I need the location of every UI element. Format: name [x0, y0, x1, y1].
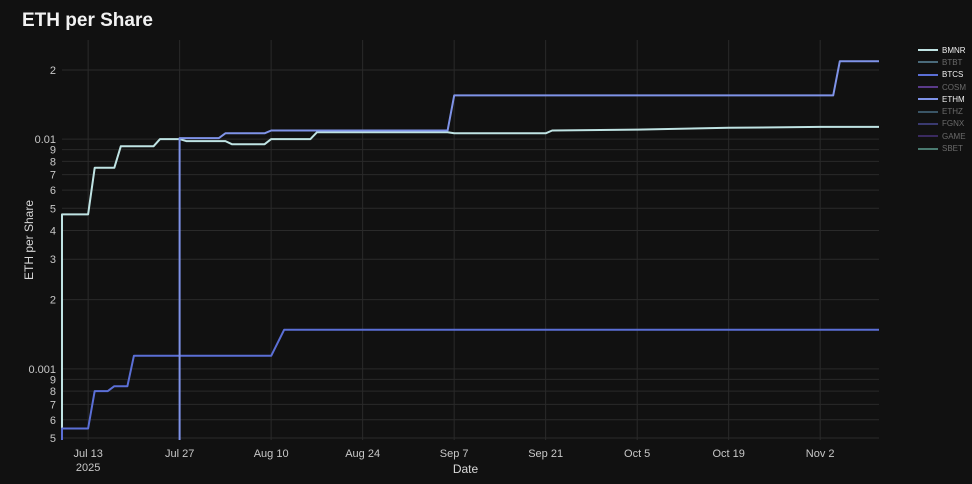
y-tick-label: 8: [50, 386, 56, 398]
legend-label: ETHM: [942, 94, 965, 104]
legend-item-btbt[interactable]: BTBT: [918, 56, 966, 68]
x-axis-label: Date: [453, 462, 479, 476]
legend-label: SBET: [942, 144, 963, 154]
x-tick-label: Oct 19: [712, 448, 744, 460]
legend-swatch: [918, 98, 938, 101]
x-tick-label: Jul 13: [73, 448, 102, 460]
legend-label: BTBT: [942, 57, 963, 67]
series-line-ethm: [178, 60, 879, 440]
y-tick-label: 9: [50, 374, 56, 386]
legend-label: GAME: [942, 131, 966, 141]
y-tick-label: 2: [50, 65, 56, 77]
y-tick-label: 7: [50, 170, 56, 182]
legend-swatch: [918, 73, 938, 76]
legend-item-bmnr[interactable]: BMNR: [918, 44, 966, 56]
legend-label: BTCS: [942, 70, 964, 80]
x-tick-label: Aug 10: [254, 448, 289, 460]
series-line-btcs: [61, 328, 879, 440]
x-tick-label: Aug 24: [345, 448, 380, 460]
x-tick-label: Jul 27: [165, 448, 194, 460]
legend-swatch: [918, 110, 938, 113]
legend-swatch: [918, 122, 938, 125]
legend-label: BMNR: [942, 45, 966, 55]
chart-title: ETH per Share: [22, 10, 153, 31]
legend-swatch: [918, 49, 938, 52]
y-tick-label: 0.001: [28, 364, 56, 376]
y-tick-label: 6: [50, 415, 56, 427]
legend-swatch: [918, 86, 938, 89]
y-tick-label: 8: [50, 156, 56, 168]
legend-swatch: [918, 61, 938, 64]
y-tick-label: 7: [50, 399, 56, 411]
legend-swatch: [918, 147, 938, 150]
series-line-bmnr: [61, 125, 879, 440]
y-tick-label: 5: [50, 203, 56, 215]
legend-item-btcs[interactable]: BTCS: [918, 69, 966, 81]
x-tick-label: Sep 21: [528, 448, 563, 460]
legend-item-sbet[interactable]: SBET: [918, 142, 966, 154]
legend-label: COSM: [942, 82, 966, 92]
x-tick-year-label: 2025: [76, 462, 100, 474]
y-tick-label: 3: [50, 254, 56, 266]
legend-label: ETHZ: [942, 107, 963, 117]
legend-item-cosm[interactable]: COSM: [918, 81, 966, 93]
x-tick-label: Sep 7: [440, 448, 469, 460]
y-axis-label: ETH per Share: [22, 200, 36, 280]
y-tick-label: 4: [50, 226, 56, 238]
y-tick-label: 9: [50, 145, 56, 157]
y-tick-label: 6: [50, 185, 56, 197]
legend-label: FGNX: [942, 119, 965, 129]
legend-item-game[interactable]: GAME: [918, 130, 966, 142]
legend-item-fgnx[interactable]: FGNX: [918, 118, 966, 130]
x-tick-label: Nov 2: [806, 448, 835, 460]
legend: BMNR BTBT BTCS COSM ETHM ETHZ FGNX GAME SBET: [918, 44, 966, 155]
x-tick-label: Oct 5: [624, 448, 650, 460]
legend-item-ethz[interactable]: ETHZ: [918, 105, 966, 117]
y-tick-label: 0.01: [35, 134, 56, 146]
legend-item-ethm[interactable]: ETHM: [918, 93, 966, 105]
y-tick-label: 2: [50, 295, 56, 307]
y-tick-label: 5: [50, 433, 56, 445]
legend-swatch: [918, 135, 938, 138]
